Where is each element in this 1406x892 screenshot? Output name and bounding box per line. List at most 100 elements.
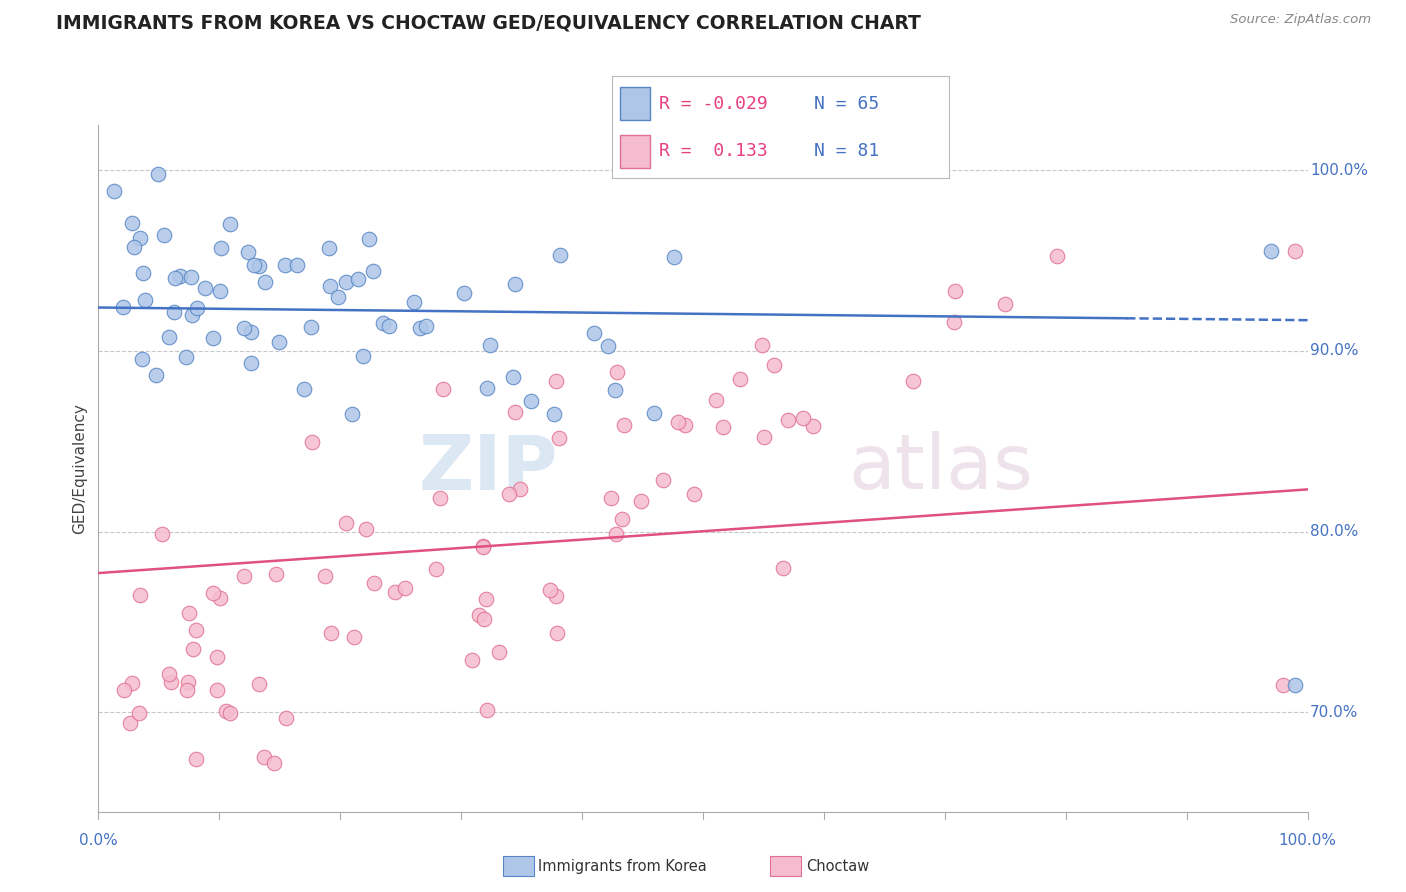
Point [157, 330, 180, 344]
Point [754, 429, 776, 443]
Point [673, 418, 696, 433]
Point [319, 626, 342, 640]
Text: 100.0%: 100.0% [1310, 162, 1368, 178]
Point [503, 277, 526, 291]
Point [132, 266, 155, 280]
Point [181, 642, 204, 657]
Point [186, 301, 208, 315]
Point [326, 290, 349, 304]
Point [1284, 678, 1306, 692]
Text: 80.0%: 80.0% [1310, 524, 1358, 539]
Point [247, 677, 270, 691]
Point [394, 581, 416, 595]
Point [176, 682, 198, 697]
Point [299, 320, 322, 334]
Text: ZIP: ZIP [419, 432, 558, 505]
Point [776, 413, 799, 427]
Point [209, 285, 232, 299]
Point [502, 370, 524, 384]
Point [943, 284, 966, 298]
Point [432, 383, 454, 397]
Point [152, 227, 174, 242]
Point [335, 516, 357, 530]
Point [239, 356, 262, 370]
Point [343, 630, 366, 644]
Point [184, 751, 207, 765]
Point [1284, 244, 1306, 259]
Point [169, 268, 191, 283]
Point [546, 589, 568, 603]
Point [429, 491, 451, 505]
Point [371, 316, 394, 330]
Text: N = 65: N = 65 [814, 95, 879, 113]
Point [598, 339, 620, 353]
Text: atlas: atlas [848, 432, 1033, 505]
Text: Immigrants from Korea: Immigrants from Korea [538, 859, 707, 873]
Point [176, 675, 198, 690]
Point [503, 405, 526, 419]
Bar [620, 87, 651, 120]
Point [128, 706, 150, 721]
Point [269, 334, 291, 349]
Point [103, 184, 125, 198]
Point [942, 315, 965, 329]
Point [357, 231, 380, 245]
Point [425, 562, 447, 576]
Point [478, 338, 501, 352]
Point [520, 394, 543, 409]
Point [122, 240, 145, 254]
Point [314, 568, 336, 582]
Point [160, 675, 183, 690]
Point [253, 750, 276, 764]
Point [129, 231, 152, 245]
Point [319, 279, 342, 293]
Point [643, 406, 665, 420]
Point [292, 382, 315, 396]
Point [232, 320, 254, 334]
Point [461, 653, 484, 667]
Point [209, 591, 232, 605]
Point [184, 623, 207, 637]
Point [148, 167, 170, 181]
Point [472, 540, 495, 554]
Point [202, 331, 225, 345]
Point [112, 301, 135, 315]
Point [751, 337, 773, 351]
Point [174, 350, 197, 364]
Point [471, 539, 494, 553]
Point [652, 473, 675, 487]
Point [538, 582, 561, 597]
Point [415, 318, 437, 333]
Point [207, 649, 229, 664]
Point [1046, 249, 1069, 263]
Point [236, 244, 259, 259]
Point [209, 241, 232, 255]
Point [121, 675, 143, 690]
Point [475, 381, 498, 395]
Point [340, 407, 363, 421]
Point [467, 607, 489, 622]
Point [352, 349, 374, 363]
Text: R = -0.029: R = -0.029 [659, 95, 768, 113]
Point [266, 566, 288, 581]
Point [162, 305, 184, 319]
Text: 70.0%: 70.0% [1310, 705, 1358, 720]
Bar [620, 136, 651, 168]
Point [683, 487, 706, 501]
Point [318, 241, 340, 255]
Point [232, 569, 254, 583]
Point [118, 716, 141, 731]
Point [128, 588, 150, 602]
Point [335, 275, 357, 289]
Point [994, 296, 1017, 310]
Point [664, 250, 686, 264]
Text: Choctaw: Choctaw [806, 859, 869, 873]
Text: 0.0%: 0.0% [79, 833, 118, 848]
Point [150, 527, 173, 541]
Point [163, 270, 186, 285]
Point [180, 269, 202, 284]
Point [472, 612, 495, 626]
Point [145, 368, 167, 382]
Y-axis label: GED/Equivalency: GED/Equivalency [72, 403, 87, 533]
Point [630, 494, 652, 508]
